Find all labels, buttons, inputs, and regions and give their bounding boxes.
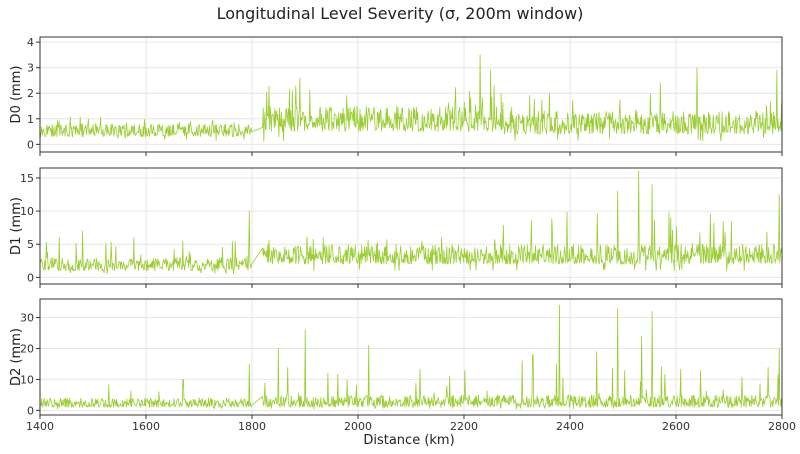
panel-0: 0 1 2 3 4 D0 (mm) bbox=[9, 36, 783, 156]
series-line bbox=[39, 54, 782, 142]
y-tick-label: 5 bbox=[27, 238, 34, 251]
y-tick-label: 1 bbox=[27, 113, 34, 126]
y-tick-label: 10 bbox=[20, 373, 34, 386]
y-axis-label: D0 (mm) bbox=[9, 66, 24, 124]
series-line bbox=[39, 304, 782, 410]
panels-group: 0 1 2 3 4 D0 (mm) 0 5 10 15 D1 (mm) 0 10 20 30 D2 (mm) 1… bbox=[9, 36, 796, 433]
x-tick-label: 1400 bbox=[26, 420, 54, 433]
y-axis-label: D2 (mm) bbox=[9, 328, 24, 386]
x-tick-label: 2800 bbox=[768, 420, 796, 433]
plot-frame bbox=[39, 36, 783, 153]
y-tick-label: 2 bbox=[27, 87, 34, 100]
y-tick-label: 0 bbox=[27, 138, 34, 151]
y-tick-label: 0 bbox=[27, 271, 34, 284]
y-tick-label: 15 bbox=[20, 172, 34, 185]
x-axis-label: Distance (km) bbox=[363, 433, 454, 448]
y-tick-label: 3 bbox=[27, 62, 34, 75]
x-tick-label: 2000 bbox=[344, 420, 372, 433]
x-tick-label: 1800 bbox=[238, 420, 266, 433]
x-tick-label: 1600 bbox=[132, 420, 160, 433]
plot-frame bbox=[39, 167, 783, 285]
panel-1: 0 5 10 15 D1 (mm) bbox=[9, 167, 783, 288]
y-axis-label: D1 (mm) bbox=[9, 197, 24, 255]
y-tick-label: 10 bbox=[20, 205, 34, 218]
series-line bbox=[39, 170, 782, 275]
x-tick-label: 2600 bbox=[662, 420, 690, 433]
y-tick-label: 20 bbox=[20, 342, 34, 355]
chart-title: Longitudinal Level Severity (σ, 200m win… bbox=[217, 4, 584, 23]
y-tick-label: 30 bbox=[20, 312, 34, 325]
y-tick-label: 0 bbox=[27, 404, 34, 417]
x-tick-label: 2200 bbox=[450, 420, 478, 433]
panel-2: 0 10 20 30 D2 (mm) 1400 1600 1800 2000 2200 2400 26… bbox=[9, 298, 796, 433]
x-tick-label: 2400 bbox=[556, 420, 584, 433]
y-tick-label: 4 bbox=[27, 36, 34, 49]
plot-frame bbox=[39, 298, 783, 416]
